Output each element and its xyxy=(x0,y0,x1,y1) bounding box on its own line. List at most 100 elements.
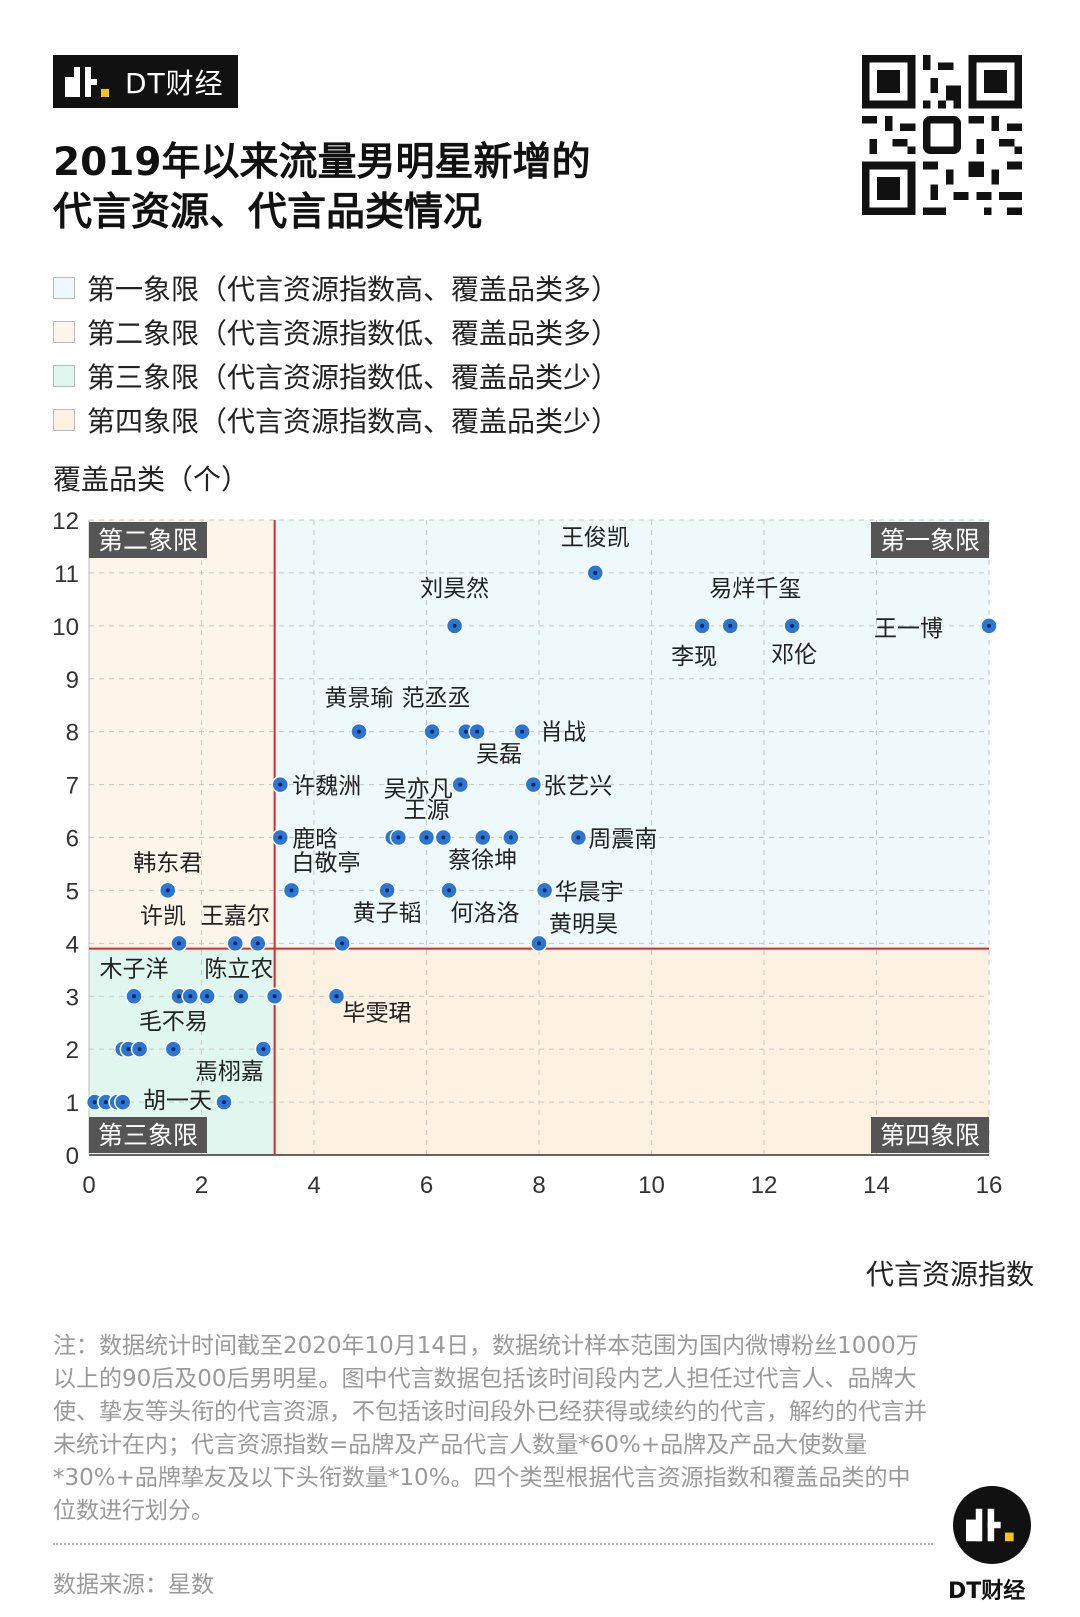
data-point-center xyxy=(593,570,598,575)
data-point-center xyxy=(430,729,435,734)
data-point-center xyxy=(396,835,401,840)
data-label: 黄明昊 xyxy=(549,911,618,937)
data-point-center xyxy=(278,782,283,787)
quadrant-2-area xyxy=(89,520,275,949)
page-title: 2019年以来流量男明星新增的 代言资源、代言品类情况 xyxy=(53,138,753,238)
y-tick-label: 9 xyxy=(66,667,79,694)
quadrant-4-label: 第四象限 xyxy=(880,1121,980,1150)
quadrant-1-label-bg xyxy=(871,522,989,558)
data-point-center xyxy=(447,888,451,893)
data-point-center xyxy=(188,994,193,999)
data-label: 肖战 xyxy=(540,720,586,746)
data-point-center xyxy=(177,994,181,999)
data-point-center xyxy=(334,994,339,999)
quadrant-3-label-bg xyxy=(89,1117,207,1153)
quadrant-4-area xyxy=(274,948,989,1155)
data-point-center xyxy=(357,729,361,734)
x-tick-label: 0 xyxy=(82,1172,95,1199)
data-point-center xyxy=(340,941,345,946)
data-point-center xyxy=(278,835,283,840)
data-point-center xyxy=(205,994,210,999)
footnote: 注：数据统计时间截至2020年10月14日，数据统计样本范围为国内微博粉丝100… xyxy=(53,1333,927,1524)
x-tick-label: 4 xyxy=(307,1172,320,1199)
quadrant-4-label-bg xyxy=(871,1117,989,1153)
data-label: 毕雯珺 xyxy=(343,1000,412,1026)
data-label: 王一博 xyxy=(874,616,943,642)
quadrant-1-area xyxy=(274,520,989,949)
legend-item-q2: 第二象限（代言资源指数低、覆盖品类多） xyxy=(53,310,619,354)
dt-logo-icon xyxy=(966,1508,1014,1542)
data-point-center xyxy=(542,888,547,893)
data-point-center xyxy=(463,729,468,734)
data-label: 白敬亭 xyxy=(292,850,361,876)
data-label: 许凯 xyxy=(140,903,186,929)
data-point-center xyxy=(132,994,136,999)
data-point-center xyxy=(508,835,513,840)
data-point-center xyxy=(171,1047,176,1052)
data-point-center xyxy=(177,941,181,946)
y-tick-label: 11 xyxy=(54,561,79,588)
data-point-center xyxy=(987,623,991,628)
data-point-center xyxy=(385,888,390,893)
legend-item-q4: 第四象限（代言资源指数高、覆盖品类少） xyxy=(53,398,619,442)
legend: 第一象限（代言资源指数高、覆盖品类多） 第二象限（代言资源指数低、覆盖品类多） … xyxy=(53,266,619,442)
x-tick-label: 16 xyxy=(976,1172,1003,1199)
data-point-center xyxy=(475,729,480,734)
data-point-center xyxy=(238,994,243,999)
quadrant-2-label-bg xyxy=(89,522,207,558)
legend-swatch-q3 xyxy=(53,365,75,387)
x-tick-label: 8 xyxy=(532,1172,545,1199)
data-label: 何洛洛 xyxy=(451,900,520,926)
data-point-center xyxy=(728,623,733,628)
data-label: 王嘉尔 xyxy=(201,903,270,929)
data-label: 张艺兴 xyxy=(543,774,612,800)
data-label: 邓伦 xyxy=(771,642,817,668)
brand-logo: DT财经 xyxy=(53,55,238,108)
data-point-center xyxy=(531,782,536,787)
y-tick-label: 12 xyxy=(52,510,79,535)
footer-brand-name: DT财经 xyxy=(948,1579,1026,1604)
title-line-1: 2019年以来流量男明星新增的 xyxy=(53,140,591,185)
legend-label-q4: 第四象限（代言资源指数高、覆盖品类少） xyxy=(87,405,620,438)
data-label: 吴亦凡 xyxy=(384,777,453,803)
data-label: 李现 xyxy=(671,644,717,670)
y-tick-label: 8 xyxy=(66,720,79,747)
data-point-center xyxy=(458,782,463,787)
data-label: 陈立农 xyxy=(204,956,273,982)
qr-code-icon xyxy=(862,55,1022,215)
data-point-center xyxy=(289,888,294,893)
data-label: 蔡徐坤 xyxy=(448,848,517,874)
x-tick-label: 6 xyxy=(420,1172,433,1199)
y-tick-label: 7 xyxy=(66,773,79,800)
data-point-center xyxy=(233,941,238,946)
data-label: 刘昊然 xyxy=(420,576,489,602)
y-tick-label: 3 xyxy=(66,984,79,1011)
y-tick-label: 4 xyxy=(66,931,79,958)
x-axis-label: 代言资源指数 xyxy=(865,1258,1034,1291)
data-label: 易烊千玺 xyxy=(709,576,801,602)
legend-label-q2: 第二象限（代言资源指数低、覆盖品类多） xyxy=(87,317,620,350)
y-tick-label: 1 xyxy=(66,1090,79,1117)
quadrant-3-label: 第三象限 xyxy=(98,1121,198,1150)
data-point-center xyxy=(261,1047,266,1052)
data-source: 数据来源：星数 xyxy=(53,1572,214,1598)
data-point-center xyxy=(424,835,429,840)
y-tick-label: 0 xyxy=(66,1143,79,1170)
legend-label-q3: 第三象限（代言资源指数低、覆盖品类少） xyxy=(87,361,620,394)
data-point-center xyxy=(137,1047,142,1052)
x-tick-label: 2 xyxy=(195,1172,208,1199)
data-label: 吴磊 xyxy=(476,742,522,768)
data-label: 韩东君 xyxy=(133,850,202,876)
data-label: 焉栩嘉 xyxy=(195,1059,264,1085)
data-point-center xyxy=(165,888,170,893)
x-tick-label: 12 xyxy=(751,1172,778,1199)
y-tick-label: 5 xyxy=(66,878,79,905)
data-label: 王源 xyxy=(404,798,450,824)
divider xyxy=(53,1543,933,1545)
y-tick-label: 10 xyxy=(52,614,79,641)
y-axis-label: 覆盖品类（个） xyxy=(53,463,250,496)
data-point-center xyxy=(255,941,260,946)
legend-item-q1: 第一象限（代言资源指数高、覆盖品类多） xyxy=(53,266,619,310)
data-point-center xyxy=(576,835,581,840)
data-point-center xyxy=(120,1100,125,1105)
